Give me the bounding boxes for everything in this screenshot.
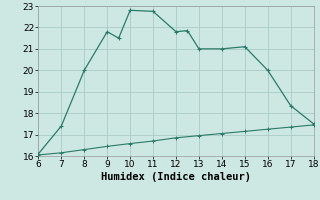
X-axis label: Humidex (Indice chaleur): Humidex (Indice chaleur) [101, 172, 251, 182]
